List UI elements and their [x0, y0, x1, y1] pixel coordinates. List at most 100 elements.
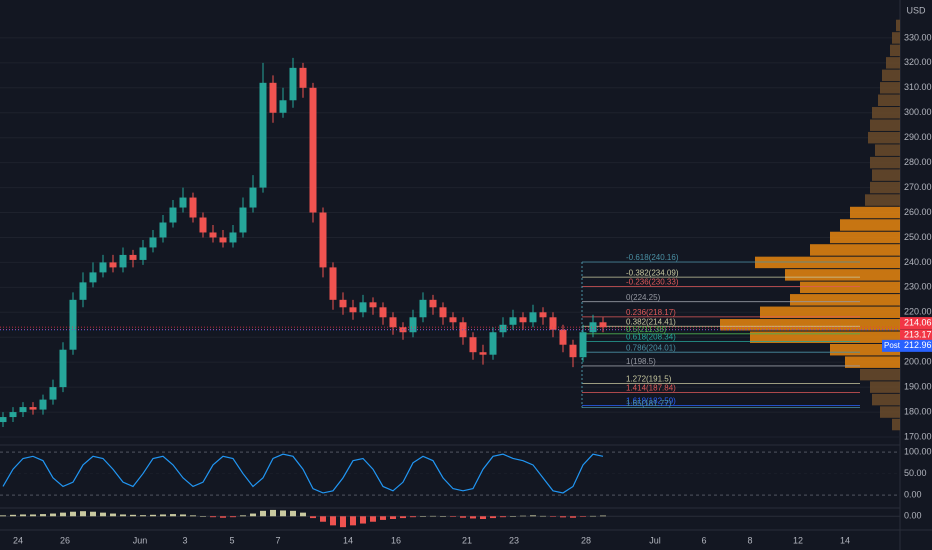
candle-body	[509, 317, 517, 325]
volume-profile-bar	[810, 244, 900, 256]
macd-bar	[600, 515, 606, 517]
candle-body	[409, 317, 417, 333]
macd-bar	[580, 516, 586, 517]
candle-body	[129, 254, 137, 260]
candle-body	[419, 299, 427, 318]
fib-label: 0.786(204.01)	[626, 343, 676, 352]
candle-body	[359, 302, 367, 313]
y-tick-label: 270.00	[904, 182, 932, 192]
candle-body	[519, 317, 527, 323]
candle-body	[479, 352, 487, 355]
fib-label: 1.65(181.77)	[626, 399, 672, 408]
fib-label: 1.414(187.84)	[626, 384, 676, 393]
macd-bar	[30, 514, 36, 517]
volume-profile-bar	[872, 169, 900, 181]
fib-label: 1.618(182.59)	[626, 397, 676, 406]
candle-body	[0, 417, 7, 423]
candle-body	[209, 232, 217, 238]
price-label: 214.06	[904, 317, 932, 327]
candle-body	[99, 262, 107, 273]
macd-bar	[290, 510, 296, 517]
macd-bar	[480, 516, 486, 519]
fib-label: 0(224.25)	[626, 293, 661, 302]
candle-body	[309, 87, 317, 213]
x-tick-label: 14	[840, 535, 850, 545]
x-tick-label: 14	[343, 535, 353, 545]
macd-bar	[330, 516, 336, 526]
candle-body	[189, 197, 197, 218]
candle-body	[369, 302, 377, 308]
y-tick-label: 220.00	[904, 307, 932, 317]
macd-bar	[440, 516, 446, 517]
volume-profile-bar	[845, 356, 900, 368]
candle-body	[439, 307, 447, 318]
y-tick-label: 180.00	[904, 406, 932, 416]
macd-bar	[70, 511, 76, 517]
macd-bar	[280, 510, 286, 517]
volume-profile-bar	[750, 331, 900, 343]
stoch-tick-label: 0.00	[904, 489, 922, 499]
volume-profile-bar	[870, 381, 900, 393]
x-tick-label: 23	[509, 535, 519, 545]
macd-bar	[520, 515, 526, 517]
candle-body	[559, 329, 567, 345]
macd-bar	[590, 515, 596, 517]
macd-tick-label: 0.00	[904, 511, 922, 521]
y-tick-label: 170.00	[904, 431, 932, 441]
x-tick-label: 21	[462, 535, 472, 545]
macd-bar	[60, 512, 66, 517]
y-tick-label: 230.00	[904, 282, 932, 292]
candle-body	[599, 322, 607, 328]
macd-bar	[100, 512, 106, 517]
volume-profile-bar	[720, 319, 900, 331]
macd-bar	[410, 516, 416, 518]
candle-body	[349, 307, 357, 313]
volume-profile-bar	[890, 44, 900, 57]
macd-bar	[110, 513, 116, 517]
macd-bar	[340, 516, 346, 528]
macd-bar	[530, 515, 536, 517]
y-tick-label: 320.00	[904, 57, 932, 67]
macd-bar	[160, 514, 166, 517]
macd-bar	[130, 514, 136, 517]
candle-body	[119, 254, 127, 268]
volume-profile-bar	[892, 418, 900, 431]
volume-profile-bar	[870, 156, 900, 169]
x-tick-label: 5	[229, 535, 234, 545]
macd-bar	[430, 515, 436, 517]
candle-body	[159, 222, 167, 238]
macd-bar	[320, 516, 326, 522]
price-label: 213.17	[904, 330, 932, 340]
volume-profile-bar	[865, 194, 900, 206]
macd-bar	[50, 513, 56, 517]
candle-body	[299, 67, 307, 88]
y-tick-label: 260.00	[904, 207, 932, 217]
candle-body	[199, 217, 207, 233]
macd-bar	[560, 516, 566, 518]
macd-bar	[400, 516, 406, 519]
volume-profile-bar	[875, 144, 900, 156]
candle-body	[549, 317, 557, 330]
price-tag: Post	[884, 341, 901, 350]
y-tick-label: 250.00	[904, 232, 932, 242]
macd-bar	[190, 515, 196, 517]
candle-body	[329, 267, 337, 300]
fib-label: -0.382(234.09)	[626, 268, 679, 277]
fib-label: 0.382(214.41)	[626, 317, 676, 326]
candle-body	[339, 299, 347, 308]
candle-body	[589, 322, 597, 333]
volume-profile-bar	[860, 368, 900, 381]
volume-profile-bar	[880, 82, 900, 94]
volume-profile-bar	[878, 94, 900, 107]
candle-body	[449, 317, 457, 323]
fib-label: 0.236(218.17)	[626, 308, 676, 317]
macd-bar	[570, 516, 576, 518]
macd-bar	[20, 514, 26, 517]
candle-body	[19, 407, 27, 413]
x-tick-label: 16	[391, 535, 401, 545]
y-tick-label: 200.00	[904, 357, 932, 367]
candle-body	[539, 312, 547, 318]
candle-body	[69, 299, 77, 350]
